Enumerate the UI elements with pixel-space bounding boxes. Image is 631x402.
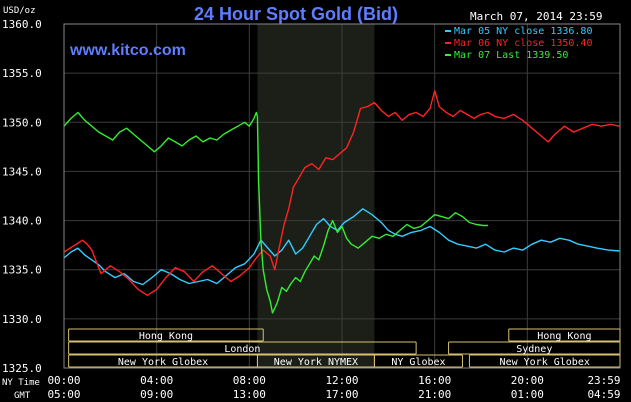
watermark[interactable]: www.kitco.com [69,42,186,59]
session-band-label: Sydney [516,344,552,355]
y-tick-label: 1340.0 [2,215,42,228]
x-tick-label-ny: 04:00 [140,374,173,387]
x-tick-label-ny: 08:00 [233,374,266,387]
y-tick-label: 1335.0 [2,264,42,277]
x-tick-label-ny: 23:59 [587,374,620,387]
session-band-label: New York Globex [118,357,208,368]
session-band-label: London [224,344,260,355]
y-tick-label: 1350.0 [2,116,42,129]
session-highlight [257,24,375,368]
x-tick-label-ny: 16:00 [418,374,451,387]
x-tick-label-gmt: 21:00 [418,388,451,401]
plot-frame [63,23,621,369]
x-tick-label-gmt: 04:59 [587,388,620,401]
x-tick-label-ny: 12:00 [325,374,358,387]
session-band-label: New York Globex [500,357,590,368]
session-band-label: Hong Kong [139,331,193,342]
timestamp: March 07, 2014 23:59 [470,10,602,23]
legend-entry: Mar 07 Last 1339.50 [454,50,568,61]
chart-title: 24 Hour Spot Gold (Bid) [194,4,398,24]
y-tick-label: 1355.0 [2,67,42,80]
x-tick-label-gmt: 05:00 [47,388,80,401]
y-tick-label: 1325.0 [2,362,42,375]
x-tick-label-gmt: 17:00 [325,388,358,401]
x-tick-label-ny: 20:00 [511,374,544,387]
session-band-label: NY Globex [391,357,445,368]
x-tick-label-gmt: 01:00 [511,388,544,401]
series-line-1 [63,208,620,286]
x-tick-label-gmt: 09:00 [140,388,173,401]
x-row-gmt-label: GMT [14,391,31,401]
series-layer [63,90,620,314]
unit-label: USD/oz [3,6,36,16]
series-line-3 [63,111,488,314]
session-band-label: Hong Kong [537,331,591,342]
x-row-ny-label: NY Time [2,378,40,388]
session-bands: Hong Kong Hong Kong London Sydney New York G… [68,328,621,368]
legend-entry: Mar 05 NY close 1336.80 [454,26,592,37]
x-tick-label-ny: 00:00 [47,374,80,387]
y-tick-label: 1360.0 [2,18,42,31]
session-band-label: New York NYMEX [274,357,358,368]
series-line-2 [63,90,620,296]
y-tick-label: 1345.0 [2,165,42,178]
y-tick-label: 1330.0 [2,313,42,326]
legend-entry: Mar 06 NY close 1350.40 [454,38,592,49]
y-axis-ticks: 1360.0 1355.0 1350.0 1345.0 1340.0 1335.0 1330… [2,18,42,375]
x-tick-label-gmt: 13:00 [233,388,266,401]
